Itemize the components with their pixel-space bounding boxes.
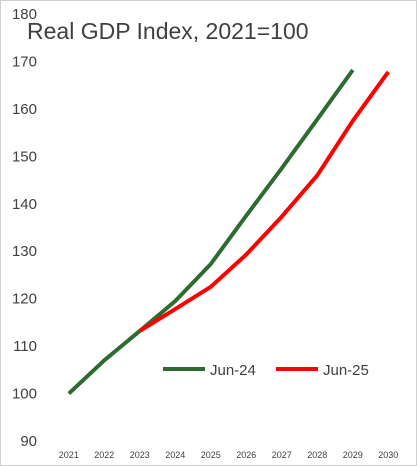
legend: Jun-24 Jun-25 — [163, 362, 369, 379]
y-tick-label: 120 — [12, 291, 37, 308]
x-tick-label: 2028 — [307, 450, 327, 460]
y-tick-label: 90 — [20, 433, 37, 450]
x-tick-label: 2021 — [59, 450, 79, 460]
x-tick-label: 2029 — [343, 450, 363, 460]
y-tick-label: 170 — [12, 53, 37, 70]
x-tick-label: 2023 — [130, 450, 150, 460]
x-tick-label: 2027 — [272, 450, 292, 460]
y-tick-label: 100 — [12, 386, 37, 403]
series-layer — [67, 68, 390, 396]
y-axis: 90 100 110 120 130 140 150 160 170 180 — [12, 6, 37, 450]
legend-label: Jun-24 — [210, 362, 256, 379]
x-tick-label: 2026 — [236, 450, 256, 460]
y-tick-label: 150 — [12, 148, 37, 165]
y-tick-label: 160 — [12, 101, 37, 118]
series-line-jun-25 — [138, 70, 390, 333]
x-tick-label: 2022 — [94, 450, 114, 460]
legend-label: Jun-25 — [323, 362, 369, 379]
x-tick-label: 2030 — [378, 450, 398, 460]
x-axis: 2021 2022 2023 2024 2025 2026 2027 2028 2029 2030 — [59, 450, 399, 460]
y-tick-label: 110 — [13, 338, 37, 355]
y-tick-label: 130 — [12, 243, 37, 260]
y-tick-label: 140 — [12, 196, 37, 213]
x-tick-label: 2025 — [201, 450, 221, 460]
chart-title: Real GDP Index, 2021=100 — [27, 18, 309, 44]
x-tick-label: 2024 — [165, 450, 185, 460]
series-line-jun-24 — [67, 68, 355, 396]
y-tick-label: 180 — [12, 6, 37, 23]
